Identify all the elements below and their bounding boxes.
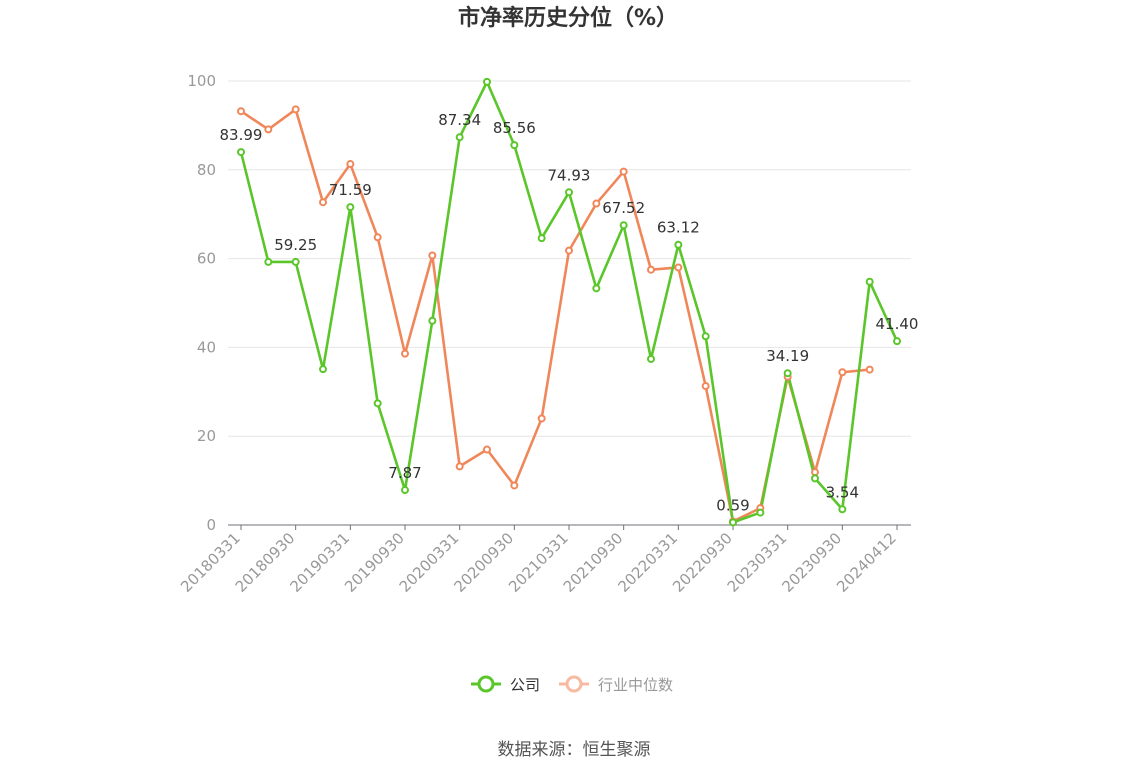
data-point-company[interactable]	[346, 203, 355, 212]
data-point-company[interactable]	[510, 141, 519, 150]
data-point-industry[interactable]	[838, 368, 847, 377]
data-point-industry[interactable]	[455, 462, 464, 471]
data-point-company[interactable]	[373, 399, 382, 408]
data-point-company[interactable]	[428, 316, 437, 325]
data-point-industry[interactable]	[647, 265, 655, 274]
data-label: 74.93	[548, 166, 591, 184]
y-tick-label: 0	[206, 516, 216, 534]
data-point-industry[interactable]	[811, 468, 819, 477]
data-point-industry[interactable]	[619, 167, 628, 176]
legend[interactable]: 公司 行业中位数	[471, 675, 673, 694]
legend-label-company: 公司	[510, 676, 540, 694]
data-point-company[interactable]	[319, 365, 327, 374]
y-tick-label: 80	[197, 161, 216, 179]
y-tick-label: 60	[197, 250, 216, 268]
data-point-company[interactable]	[237, 148, 245, 157]
data-point-industry[interactable]	[701, 382, 710, 391]
data-point-company[interactable]	[264, 257, 273, 266]
data-point-industry[interactable]	[865, 365, 874, 374]
data-label: 0.59	[716, 496, 749, 514]
data-point-industry[interactable]	[674, 263, 683, 272]
data-point-industry[interactable]	[537, 414, 546, 423]
data-label: 87.34	[438, 111, 481, 129]
data-point-company[interactable]	[619, 221, 628, 230]
data-point-company[interactable]	[401, 486, 409, 495]
data-point-company[interactable]	[893, 337, 901, 346]
data-label: 71.59	[329, 181, 372, 199]
data-label: 3.54	[826, 483, 859, 501]
data-points	[237, 77, 901, 527]
data-point-company[interactable]	[756, 508, 765, 517]
data-point-company[interactable]	[701, 332, 710, 341]
data-labels: 83.99 59.25 71.59 7.87 87.34 85.56 74.93 67.52 6…	[220, 111, 919, 514]
data-point-industry[interactable]	[483, 445, 491, 454]
data-point-company[interactable]	[647, 354, 655, 363]
data-point-company[interactable]	[592, 284, 601, 293]
data-point-company[interactable]	[455, 133, 464, 142]
data-label: 41.40	[876, 315, 919, 333]
data-label: 63.12	[657, 219, 700, 237]
series-line-company	[239, 80, 899, 524]
data-point-company[interactable]	[483, 77, 491, 86]
data-point-industry[interactable]	[319, 198, 327, 207]
data-point-company[interactable]	[674, 240, 683, 249]
data-point-industry[interactable]	[592, 199, 601, 208]
data-point-company[interactable]	[838, 505, 847, 514]
data-point-industry[interactable]	[291, 105, 300, 114]
data-point-company[interactable]	[783, 369, 792, 378]
data-point-company[interactable]	[291, 257, 300, 266]
data-point-industry[interactable]	[237, 107, 245, 116]
data-point-industry[interactable]	[264, 125, 273, 134]
series-lines	[239, 80, 899, 524]
data-point-industry[interactable]	[346, 160, 355, 169]
data-label: 85.56	[493, 119, 536, 137]
data-label: 7.87	[388, 464, 421, 482]
chart-title: 市净率历史分位（%）	[458, 5, 678, 31]
legend-marker-industry	[565, 675, 583, 693]
data-point-industry[interactable]	[428, 251, 437, 260]
data-point-industry[interactable]	[373, 233, 382, 242]
data-label: 34.19	[766, 347, 809, 365]
data-point-industry[interactable]	[401, 349, 409, 358]
y-tick-label: 40	[197, 338, 216, 356]
y-axis: 0 20 40 60 80 100	[187, 72, 216, 534]
data-point-company[interactable]	[565, 188, 573, 197]
data-point-company[interactable]	[865, 277, 874, 286]
data-label: 67.52	[602, 199, 645, 217]
grid-lines	[228, 80, 911, 437]
legend-item-company[interactable]: 公司	[471, 675, 540, 694]
legend-item-industry[interactable]: 行业中位数	[559, 675, 673, 694]
data-point-industry[interactable]	[565, 246, 573, 255]
data-point-industry[interactable]	[510, 481, 519, 490]
legend-label-industry: 行业中位数	[598, 676, 673, 694]
legend-marker-company	[477, 675, 495, 693]
data-source: 数据来源：恒生聚源	[498, 740, 651, 760]
data-point-company[interactable]	[729, 518, 737, 527]
x-tick-label: 20240412	[833, 529, 900, 596]
y-tick-label: 20	[197, 427, 216, 445]
y-tick-label: 100	[187, 72, 216, 90]
data-point-company[interactable]	[537, 234, 546, 243]
data-label: 59.25	[274, 236, 317, 254]
data-label: 83.99	[220, 126, 263, 144]
x-axis: 2018033120180930201903312019093020200331…	[177, 524, 911, 596]
data-point-company[interactable]	[811, 474, 819, 483]
